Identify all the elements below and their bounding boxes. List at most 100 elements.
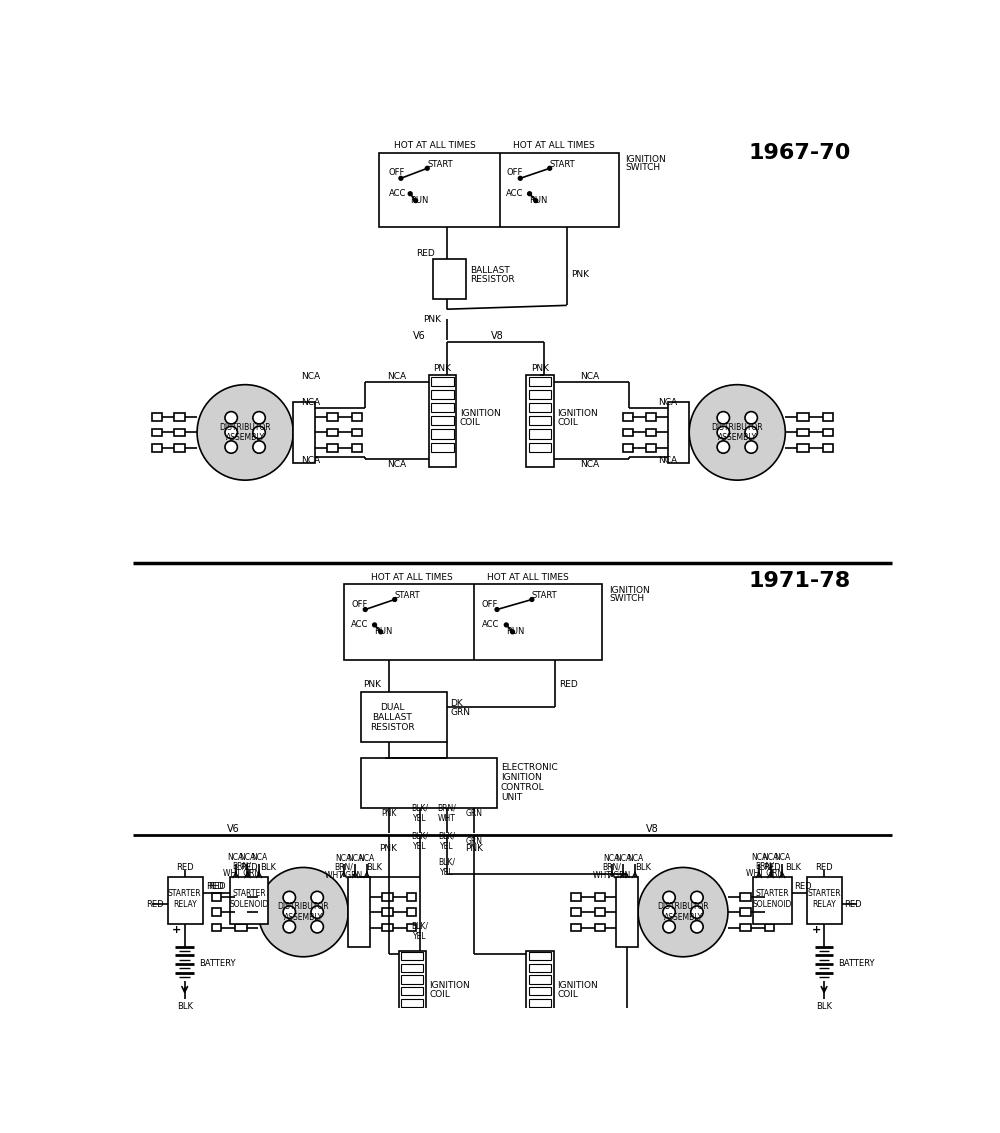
Text: BLK/
YEL: BLK/ YEL [411,803,428,824]
Text: HOT AT ALL TIMES: HOT AT ALL TIMES [394,142,476,151]
Circle shape [745,411,757,424]
Text: STARTER
RELAY: STARTER RELAY [168,889,201,909]
Text: GRN: GRN [450,708,471,717]
Text: WHT GRN: WHT GRN [325,870,362,879]
Bar [740,909,751,915]
Text: BALLAST: BALLAST [372,713,412,722]
Bar [668,401,689,463]
Text: PNK: PNK [571,270,589,279]
Bar [382,909,393,915]
Text: NCA: NCA [580,460,600,469]
Circle shape [663,921,675,932]
Bar [529,429,551,438]
Bar [797,428,809,436]
Text: NCA: NCA [228,853,244,862]
Circle shape [258,868,348,956]
Text: 1971-78: 1971-78 [748,571,850,591]
Bar [235,909,247,915]
Circle shape [495,607,499,612]
Circle shape [511,630,514,633]
Text: DK: DK [450,699,463,708]
Bar [529,998,551,1006]
Text: NCA: NCA [239,853,256,862]
Bar [431,443,454,452]
Text: ACC: ACC [506,189,524,198]
Bar [361,758,497,808]
Circle shape [225,411,237,424]
Text: NCA: NCA [604,854,620,862]
Text: COIL: COIL [557,418,578,427]
Bar [382,893,393,901]
Bar [235,923,247,931]
Text: RED: RED [240,863,258,872]
Circle shape [663,892,675,904]
Text: RED: RED [763,863,781,872]
Text: RESISTOR: RESISTOR [470,275,514,284]
Bar [571,909,581,915]
Text: PNK: PNK [433,364,451,373]
Text: NCA: NCA [301,373,321,382]
Text: HOT AT ALL TIMES: HOT AT ALL TIMES [513,142,594,151]
Bar [407,893,416,901]
Bar [168,877,202,923]
Text: V6: V6 [227,824,240,834]
Text: BRN/: BRN/ [334,863,353,872]
Text: NCA: NCA [347,854,363,862]
Bar [399,951,426,1020]
Text: NCA: NCA [615,854,631,862]
Circle shape [745,441,757,453]
Text: COIL: COIL [430,990,450,999]
Bar [174,444,185,452]
Text: BLK/
YEL: BLK/ YEL [411,832,428,851]
Bar [429,375,456,467]
Circle shape [225,441,237,453]
Bar [431,416,454,426]
Text: RED: RED [559,680,578,689]
Bar [212,909,221,915]
Text: IGNITION: IGNITION [557,981,598,990]
Text: BLK: BLK [367,863,383,872]
Text: DISTRIBUTOR
ASSEMBLY: DISTRIBUTOR ASSEMBLY [277,902,329,922]
Bar [623,444,633,452]
Bar [431,429,454,438]
Text: HOT AT ALL TIMES: HOT AT ALL TIMES [487,572,569,581]
Text: RED: RED [416,248,435,257]
Circle shape [691,921,703,932]
Text: RED: RED [206,883,224,892]
Bar [526,951,554,1020]
Bar [348,877,370,947]
Bar [529,987,551,995]
Bar [529,953,551,961]
Text: IGNITION: IGNITION [460,409,501,418]
Text: RUN: RUN [530,196,548,205]
Text: BLK/
YEL: BLK/ YEL [438,832,455,851]
Bar [401,953,423,961]
Bar [595,909,605,915]
Circle shape [393,597,397,602]
Text: NCA: NCA [387,373,406,382]
Bar [235,893,247,901]
Text: GRN: GRN [465,809,482,818]
Circle shape [638,868,728,956]
Circle shape [283,906,296,918]
Circle shape [379,630,383,633]
Text: BLK: BLK [785,863,801,872]
Bar [646,414,656,420]
Bar [212,893,221,901]
Circle shape [197,385,293,480]
Circle shape [691,906,703,918]
Bar [646,428,656,436]
Bar [571,893,581,901]
Text: RED: RED [794,883,811,892]
Text: COIL: COIL [460,418,481,427]
Bar [326,428,338,436]
Bar [740,923,751,931]
Bar [822,428,833,436]
Bar [152,414,162,420]
Bar [765,893,774,901]
Text: V6: V6 [413,331,426,341]
Circle shape [425,167,429,170]
Text: NCA: NCA [359,854,375,862]
Text: STARTER
SOLENOID: STARTER SOLENOID [229,889,269,909]
Text: ACC: ACC [351,621,369,630]
